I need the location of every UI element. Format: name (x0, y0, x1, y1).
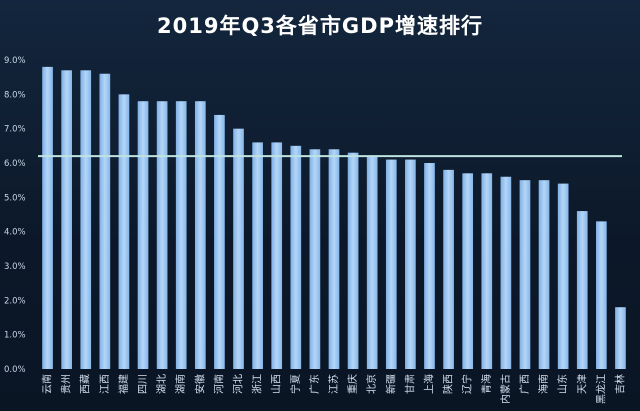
bar (233, 128, 244, 369)
bar (557, 183, 569, 369)
bar (42, 66, 53, 369)
x-category-label: 重庆 (346, 374, 359, 394)
y-tick-label: 2.0% (4, 296, 26, 306)
y-tick-label: 1.0% (4, 331, 26, 341)
x-category-label: 安徽 (193, 374, 206, 394)
x-axis-labels: 云南 贵州 西藏 江西 福建 四川 湖北 湖南 安徽 河南 河北 浙江 山西 宁夏 广东 江苏 重庆 北京 新疆 甘肃… (41, 374, 627, 404)
bar (366, 156, 378, 369)
bar (462, 173, 474, 369)
bar (576, 211, 588, 369)
x-category-label: 陕西 (442, 374, 455, 394)
bar (290, 145, 302, 369)
bar (309, 149, 321, 369)
bar (328, 149, 340, 369)
bar (80, 70, 92, 370)
x-category-label: 广西 (519, 374, 531, 394)
bar (500, 176, 512, 369)
bar (156, 101, 168, 369)
bar (538, 180, 550, 369)
bar (194, 101, 206, 369)
y-tick-label: 4.0% (4, 228, 26, 238)
x-category-label: 广东 (308, 374, 321, 394)
x-category-label: 新疆 (384, 374, 397, 394)
bar (424, 163, 435, 369)
x-category-label: 海南 (537, 374, 550, 394)
bar (99, 73, 111, 369)
x-category-label: 贵州 (60, 374, 73, 394)
bar (405, 159, 416, 369)
bar (347, 152, 359, 369)
bar (118, 94, 130, 369)
chart-title: 2019年Q3各省市GDP增速排行 (157, 14, 483, 38)
y-tick-label: 3.0% (4, 262, 26, 272)
x-category-label: 浙江 (252, 374, 264, 394)
x-category-label: 内蒙古 (499, 374, 512, 404)
bars-group (42, 66, 626, 370)
x-category-label: 辽宁 (461, 374, 474, 394)
x-category-label: 江西 (99, 374, 111, 394)
bar (519, 180, 531, 369)
bar (481, 173, 493, 369)
y-tick-label: 6.0% (4, 159, 26, 169)
bar (214, 114, 225, 369)
x-category-label: 北京 (365, 374, 378, 394)
y-axis-ticks: 0.0% 1.0% 2.0% 3.0% 4.0% 5.0% 6.0% 7.0% 8.0% 9.0% (4, 56, 26, 375)
x-category-label: 河南 (212, 374, 225, 394)
x-category-label: 云南 (41, 374, 54, 394)
y-tick-label: 7.0% (4, 125, 26, 135)
y-tick-label: 0.0% (4, 365, 26, 375)
x-category-label: 江苏 (327, 374, 340, 394)
x-category-label: 甘肃 (403, 374, 416, 394)
bar (443, 169, 454, 369)
bar (385, 159, 397, 369)
x-category-label: 湖南 (174, 374, 187, 394)
bar (615, 307, 626, 369)
x-category-label: 西藏 (80, 374, 92, 394)
bar (596, 221, 607, 369)
bar (252, 142, 263, 369)
x-category-label: 福建 (117, 374, 130, 394)
x-category-label: 山西 (271, 374, 283, 394)
x-category-label: 黑龙江 (594, 374, 607, 404)
x-category-label: 山东 (556, 374, 569, 394)
bar (61, 70, 72, 370)
x-category-label: 青海 (480, 374, 493, 394)
x-category-label: 吉林 (613, 374, 626, 394)
bar (175, 101, 187, 369)
y-tick-label: 5.0% (4, 193, 26, 203)
y-tick-label: 9.0% (4, 56, 26, 66)
bar (271, 142, 283, 369)
bar (137, 101, 149, 369)
x-category-label: 河北 (233, 374, 245, 394)
x-category-label: 四川 (138, 374, 149, 394)
x-category-label: 湖北 (156, 374, 168, 394)
x-category-label: 宁夏 (289, 374, 302, 394)
y-tick-label: 8.0% (4, 90, 26, 100)
x-category-label: 天津 (576, 374, 588, 394)
x-category-label: 上海 (422, 374, 435, 394)
